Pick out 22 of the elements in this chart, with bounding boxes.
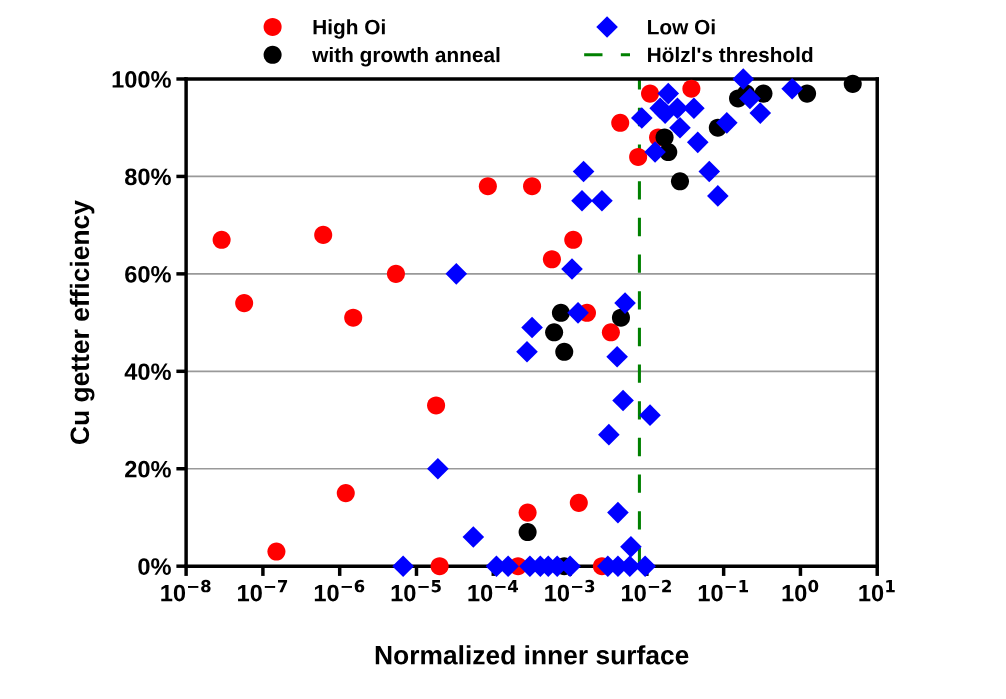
y-tick-label: 40% [124, 363, 171, 381]
x-tick-label: 10$^{−6}$ [314, 579, 365, 602]
legend-label: Low Oi [648, 19, 715, 35]
y-tick-label: 100% [112, 71, 171, 88]
x-axis-title: Normalized inner surface [375, 645, 689, 665]
y-tick-label: 0% [138, 558, 171, 575]
x-tick-label: 10$^{−2}$ [622, 579, 671, 602]
legend-label: Hölzl's threshold [648, 46, 813, 63]
legend-label: with growth anneal [312, 46, 500, 67]
x-tick-label: 10$^{0}$ [782, 579, 819, 602]
x-tick-label: 10$^{−5}$ [391, 580, 441, 602]
y-tick-label: 20% [125, 460, 171, 478]
x-tick-label: 10$^{−4}$ [468, 580, 519, 602]
y-tick-label: 60% [125, 265, 171, 283]
y-axis-title: Cu getter efficiency [69, 200, 95, 444]
x-tick-label: 10$^{−3}$ [545, 579, 595, 602]
x-tick-label: 10$^{−1}$ [698, 580, 749, 602]
x-tick-label: 10$^{−7}$ [238, 580, 288, 602]
x-tick-label: 10$^{1}$ [859, 580, 895, 602]
legend-label: High Oi [313, 19, 385, 39]
x-tick-label: 10$^{−8}$ [161, 579, 211, 602]
y-tick-label: 80% [125, 168, 171, 186]
